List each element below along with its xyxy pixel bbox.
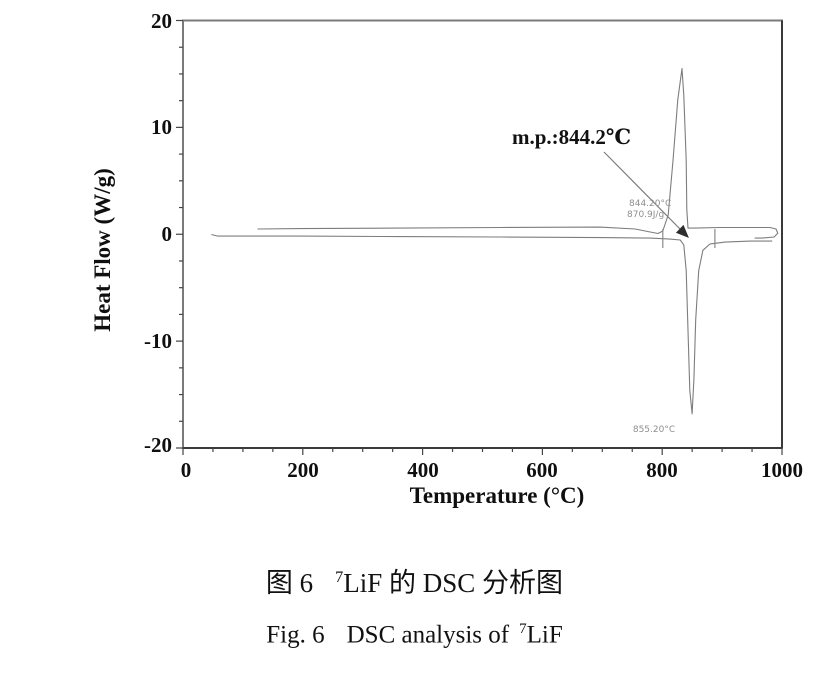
plot-frame xyxy=(182,19,783,449)
y-tick-label-10: 10 xyxy=(151,115,172,139)
caption-english: Fig. 6 DSC analysis of 7LiF xyxy=(0,621,829,649)
axis-ticks xyxy=(176,19,783,455)
annotation-leader-line xyxy=(603,151,682,231)
x-axis-title: Temperature (°C) xyxy=(410,483,585,508)
x-tick-label-600: 600 xyxy=(526,458,558,482)
y-tick-label-neg20: -20 xyxy=(144,433,172,457)
integration-limit-markers xyxy=(662,229,716,248)
curve-cooling-exotherm xyxy=(257,68,779,239)
caption-cn-isotope-superscript: 7 xyxy=(335,568,344,586)
caption-chinese: 图 6 7LiF 的 DSC 分析图 xyxy=(0,561,829,600)
caption-cn-text: LiF 的 DSC 分析图 xyxy=(343,568,564,598)
curve-heating-endotherm xyxy=(211,234,773,415)
y-tick-label-0: 0 xyxy=(162,222,173,246)
melting-point-annotation: m.p.:844.2℃ xyxy=(512,125,631,149)
caption-en-compound: LiF xyxy=(526,621,563,649)
x-tick-label-200: 200 xyxy=(287,458,319,482)
caption-en-number: Fig. 6 xyxy=(266,621,325,649)
y-axis-title: Heat Flow (W/g) xyxy=(90,168,115,332)
y-tick-label-neg10: -10 xyxy=(144,329,172,353)
peak-temperature-label: 855.20°C xyxy=(633,425,675,435)
x-tick-label-400: 400 xyxy=(407,458,439,482)
onset-temperature-label: 844.20°C xyxy=(629,199,671,209)
caption-en-text: DSC analysis of xyxy=(346,621,510,649)
enthalpy-label: 870.9J/g xyxy=(627,210,664,220)
y-tick-label-20: 20 xyxy=(151,9,172,33)
annotation-arrowhead-icon xyxy=(675,224,689,238)
caption-en-isotope-superscript: 7 xyxy=(519,621,527,637)
x-tick-label-1000: 1000 xyxy=(761,458,803,482)
dsc-chart: 20 10 0 -10 -20 0 200 400 600 800 1000 T… xyxy=(90,9,803,508)
x-tick-label-800: 800 xyxy=(646,458,678,482)
x-tick-label-0: 0 xyxy=(181,458,192,482)
dsc-curves xyxy=(211,68,779,415)
caption-cn-number: 图 6 xyxy=(265,568,314,598)
